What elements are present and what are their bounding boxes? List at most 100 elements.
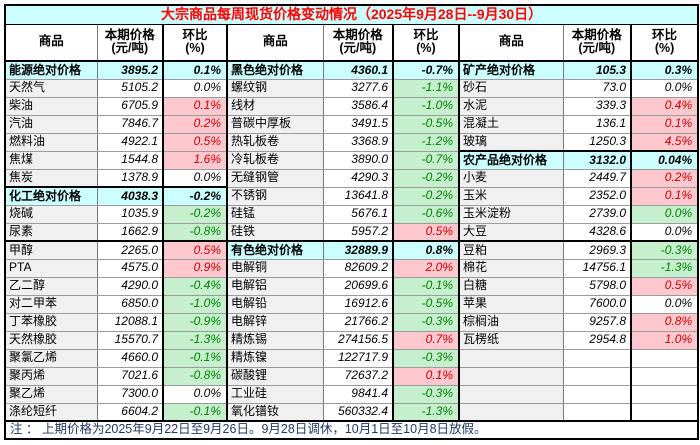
pct-cell[interactable]: -0.3%: [629, 240, 699, 260]
pct-cell[interactable]: 0.8%: [392, 240, 459, 260]
commodity-cell[interactable]: 玉米: [458, 186, 563, 206]
commodity-cell[interactable]: 硅锰: [226, 204, 323, 224]
pct-cell[interactable]: -0.3%: [392, 312, 459, 332]
price-cell[interactable]: 7600.0: [562, 294, 631, 314]
commodity-cell[interactable]: 柴油: [5, 96, 97, 116]
commodity-cell[interactable]: 棉花: [458, 258, 563, 278]
pct-cell[interactable]: -0.1%: [162, 402, 227, 422]
price-cell[interactable]: 82609.2: [322, 258, 393, 278]
price-cell[interactable]: 6850.0: [96, 294, 163, 314]
pct-cell[interactable]: -0.5%: [392, 114, 459, 134]
price-cell[interactable]: 5105.2: [96, 78, 163, 98]
pct-cell[interactable]: 0.1%: [629, 114, 699, 134]
commodity-cell[interactable]: 丁苯橡胶: [5, 312, 97, 332]
price-cell[interactable]: 4922.1: [96, 132, 163, 152]
commodity-cell[interactable]: 瓦楞纸: [458, 330, 563, 350]
commodity-cell[interactable]: 不锈钢: [226, 186, 323, 206]
pct-cell[interactable]: -0.2%: [162, 186, 227, 206]
commodity-cell[interactable]: 线材: [226, 96, 323, 116]
price-cell[interactable]: 4328.6: [562, 222, 631, 242]
pct-cell[interactable]: [629, 402, 699, 422]
pct-cell[interactable]: 0.0%: [629, 294, 699, 314]
pct-cell[interactable]: -1.3%: [629, 258, 699, 278]
price-cell[interactable]: 73.0: [562, 78, 631, 98]
pct-cell[interactable]: 0.1%: [629, 186, 699, 206]
price-cell[interactable]: 560332.4: [322, 402, 393, 422]
col-header-price-g1[interactable]: 本期价格 (元/吨): [96, 23, 163, 62]
commodity-cell[interactable]: [458, 366, 563, 386]
price-cell[interactable]: 4038.3: [96, 186, 163, 206]
commodity-cell[interactable]: 天然气: [5, 78, 97, 98]
price-cell[interactable]: 4360.1: [322, 60, 393, 80]
commodity-cell[interactable]: 甲醇: [5, 240, 97, 260]
commodity-cell[interactable]: 天然橡胶: [5, 330, 97, 350]
commodity-cell[interactable]: 农产品绝对价格: [458, 150, 563, 170]
price-cell[interactable]: 5957.2: [322, 222, 393, 242]
pct-cell[interactable]: 0.5%: [392, 222, 459, 242]
commodity-cell[interactable]: 普碳中厚板: [226, 114, 323, 134]
price-cell[interactable]: 12088.1: [96, 312, 163, 332]
price-cell[interactable]: 9841.4: [322, 384, 393, 404]
pct-cell[interactable]: 0.2%: [629, 168, 699, 188]
commodity-cell[interactable]: 黑色绝对价格: [226, 60, 323, 80]
commodity-cell[interactable]: 砂石: [458, 78, 563, 98]
commodity-cell[interactable]: 聚乙烯: [5, 384, 97, 404]
commodity-cell[interactable]: 燃料油: [5, 132, 97, 152]
pct-cell[interactable]: -0.4%: [162, 276, 227, 296]
pct-cell[interactable]: -0.9%: [162, 312, 227, 332]
table-note[interactable]: 注 ： 上期价格为2025年9月22日至9月26日。9月28日调休，10月1日至…: [5, 420, 699, 440]
price-cell[interactable]: 9257.8: [562, 312, 631, 332]
pct-cell[interactable]: -1.0%: [162, 294, 227, 314]
price-cell[interactable]: 6604.2: [96, 402, 163, 422]
price-cell[interactable]: 122717.9: [322, 348, 393, 368]
pct-cell[interactable]: 0.1%: [162, 96, 227, 116]
commodity-cell[interactable]: 有色绝对价格: [226, 240, 323, 260]
pct-cell[interactable]: [629, 348, 699, 368]
commodity-cell[interactable]: [458, 348, 563, 368]
price-cell[interactable]: [562, 366, 631, 386]
commodity-cell[interactable]: 苹果: [458, 294, 563, 314]
price-cell[interactable]: [562, 384, 631, 404]
price-cell[interactable]: 3368.9: [322, 132, 393, 152]
pct-cell[interactable]: -0.1%: [162, 348, 227, 368]
price-cell[interactable]: 7300.0: [96, 384, 163, 404]
col-header-commodity-g3[interactable]: 商品: [458, 23, 563, 62]
commodity-cell[interactable]: 聚氯乙烯: [5, 348, 97, 368]
commodity-cell[interactable]: 工业硅: [226, 384, 323, 404]
pct-cell[interactable]: 0.0%: [162, 168, 227, 188]
col-header-commodity-g1[interactable]: 商品: [5, 23, 97, 62]
price-cell[interactable]: 1035.9: [96, 204, 163, 224]
pct-cell[interactable]: 0.0%: [629, 204, 699, 224]
commodity-cell[interactable]: 精炼锡: [226, 330, 323, 350]
pct-cell[interactable]: [629, 384, 699, 404]
pct-cell[interactable]: 0.8%: [629, 312, 699, 332]
pct-cell[interactable]: -1.3%: [162, 330, 227, 350]
price-cell[interactable]: 3132.0: [562, 150, 631, 170]
price-cell[interactable]: 4660.0: [96, 348, 163, 368]
pct-cell[interactable]: -1.1%: [392, 78, 459, 98]
commodity-cell[interactable]: 小麦: [458, 168, 563, 188]
price-cell[interactable]: 21766.2: [322, 312, 393, 332]
col-header-pct-g3[interactable]: 环比 (%): [629, 23, 699, 62]
commodity-cell[interactable]: [458, 384, 563, 404]
price-cell[interactable]: 5798.0: [562, 276, 631, 296]
price-cell[interactable]: 136.1: [562, 114, 631, 134]
pct-cell[interactable]: 0.9%: [162, 258, 227, 278]
pct-cell[interactable]: 0.0%: [629, 222, 699, 242]
price-cell[interactable]: 339.3: [562, 96, 631, 116]
commodity-cell[interactable]: 对二甲苯: [5, 294, 97, 314]
pct-cell[interactable]: 0.4%: [629, 96, 699, 116]
price-cell[interactable]: 13641.8: [322, 186, 393, 206]
price-cell[interactable]: [562, 348, 631, 368]
pct-cell[interactable]: -0.3%: [392, 384, 459, 404]
pct-cell[interactable]: 0.5%: [629, 276, 699, 296]
commodity-cell[interactable]: 电解铝: [226, 276, 323, 296]
col-header-price-g3[interactable]: 本期价格 (元/吨): [562, 23, 631, 62]
price-cell[interactable]: 7021.6: [96, 366, 163, 386]
price-cell[interactable]: 4290.3: [322, 168, 393, 188]
price-cell[interactable]: 32889.9: [322, 240, 393, 260]
commodity-cell[interactable]: 矿产绝对价格: [458, 60, 563, 80]
commodity-cell[interactable]: 烧碱: [5, 204, 97, 224]
pct-cell[interactable]: 0.1%: [162, 60, 227, 80]
pct-cell[interactable]: -1.3%: [392, 402, 459, 422]
